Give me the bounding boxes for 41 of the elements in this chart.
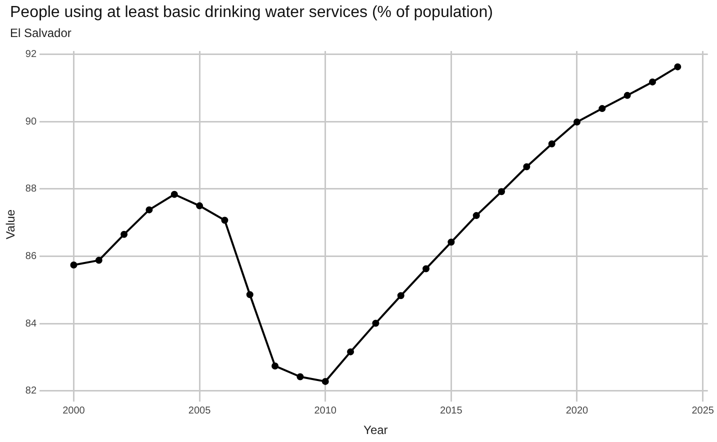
chart-title: People using at least basic drinking water services (% of population): [10, 4, 493, 22]
y-tick-label: 84: [25, 318, 37, 330]
y-tick-label: 82: [25, 386, 37, 397]
chart-subtitle: El Salvador: [10, 26, 72, 40]
point: [397, 292, 404, 300]
point: [624, 92, 631, 99]
point: [422, 265, 430, 272]
point: [448, 238, 455, 246]
point: [296, 373, 304, 380]
y-tick-label: 86: [25, 251, 37, 262]
x-tick-label: 2020: [566, 405, 589, 416]
point: [523, 163, 530, 170]
point: [674, 63, 682, 70]
x-tick-label: 2000: [62, 405, 86, 416]
y-axis-title: Value: [4, 209, 18, 240]
point: [95, 256, 102, 264]
point: [120, 230, 128, 238]
point: [548, 140, 556, 148]
point: [347, 348, 354, 356]
point: [598, 105, 606, 112]
x-tick-label: 2015: [440, 405, 463, 416]
y-tick-label: 88: [25, 184, 37, 195]
point: [322, 378, 329, 385]
y-tick-label: 90: [25, 116, 37, 128]
point: [170, 190, 178, 198]
point: [246, 291, 254, 298]
point: [146, 206, 153, 214]
x-tick-label: 2025: [692, 405, 714, 416]
x-tick-label: 2005: [188, 405, 212, 416]
point: [573, 118, 580, 126]
point: [372, 320, 380, 327]
point: [648, 78, 656, 86]
x-tick-label: 2010: [314, 405, 337, 416]
point: [196, 202, 204, 210]
point: [498, 188, 506, 196]
x-axis-title: Year: [364, 423, 388, 438]
point: [221, 216, 228, 224]
point: [70, 262, 78, 269]
point: [472, 212, 480, 220]
point: [272, 362, 279, 370]
y-tick-label: 92: [25, 49, 37, 60]
